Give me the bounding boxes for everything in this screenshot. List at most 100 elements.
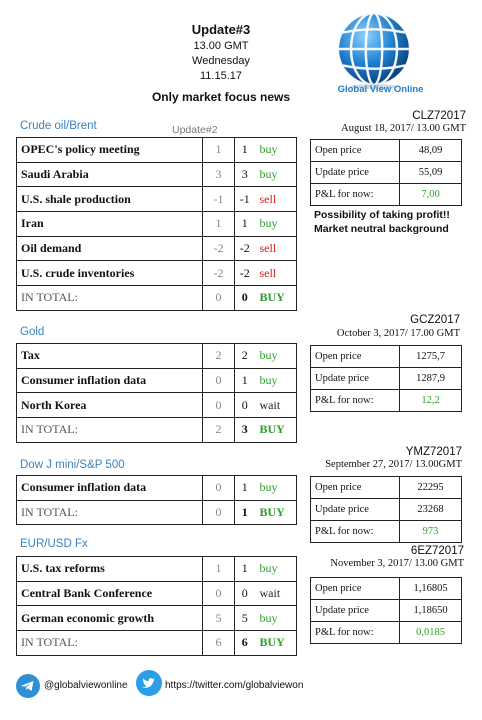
table-row: Update price 23268 [310,498,462,521]
dow-contract-date: September 27, 2017/ 13.00GMT [325,459,462,470]
table-row: German economic growth 5 5 buy [16,605,297,632]
pl-label: P&L for now: [310,389,400,412]
dow-signal-table: Consumer inflation data 0 1 buy IN TOTAL… [16,475,297,526]
dow-contract-code: YMZ72017 [405,446,462,458]
prev-score: 3 [202,161,235,188]
signal: wait [254,392,297,419]
table-row: Open price 1275,7 [310,345,462,368]
table-row: P&L for now: 12,2 [310,389,462,412]
telegram-icon[interactable] [16,674,40,698]
update-time: 13.00 GMT [193,40,249,52]
table-row: Update price 1287,9 [310,367,462,390]
table-row: U.S. crude inventories -2 -2 sell [16,260,297,287]
factor-name: U.S. tax reforms [16,556,203,582]
cur-score: 6 [234,630,255,656]
twitter-url[interactable]: https://twitter.com/globalviewon [165,680,304,691]
signal: BUY [254,417,297,443]
prev-score: 0 [202,475,235,501]
pl-value: 7,00 [399,183,462,206]
table-row: Saudi Arabia 3 3 buy [16,161,297,188]
dow-price-table: Open price 22295 Update price 23268 P&L … [310,476,462,543]
prev-score: 1 [202,137,235,163]
pl-label: P&L for now: [310,621,400,644]
prev-score: 0 [202,392,235,419]
open-price-label: Open price [310,139,400,162]
total-label: IN TOTAL: [16,285,203,311]
eur-section-title: EUR/USD Fx [20,538,88,550]
crude-contract-date: August 18, 2017/ 13.00 GMT [341,123,466,134]
table-row: Consumer inflation data 0 1 buy [16,367,297,394]
signal: BUY [254,499,297,526]
table-row: Consumer inflation data 0 1 buy [16,475,297,501]
crude-contract-code: CLZ72017 [412,110,466,122]
cur-score: 1 [234,137,255,163]
telegram-handle[interactable]: @globalviewonline [44,680,128,691]
signal: buy [254,556,297,582]
page-title: Update#3 [191,22,251,37]
open-price-value: 1275,7 [399,345,462,368]
open-price-label: Open price [310,577,400,600]
cur-score: 1 [234,556,255,582]
crude-price-table: Open price 48,09 Update price 55,09 P&L … [310,139,462,206]
cur-score: 3 [234,417,255,443]
cur-score: 1 [234,475,255,501]
factor-name: Tax [16,343,203,369]
update-price-label: Update price [310,498,400,521]
signal: buy [254,475,297,501]
update2-header: Update#2 [172,124,218,136]
cur-score: 0 [234,392,255,419]
total-row: IN TOTAL: 0 1 BUY [16,499,297,526]
gold-contract-date: October 3, 2017/ 17.00 GMT [336,328,460,339]
signal: sell [254,186,297,213]
focus-subtitle: Only market focus news [151,90,291,104]
prev-score: 0 [202,285,235,311]
cur-score: -2 [234,260,255,287]
profit-note: Possibility of taking profit!! [314,209,450,221]
cur-score: 0 [234,580,255,607]
pl-label: P&L for now: [310,183,400,206]
market-note: Market neutral background [314,223,449,235]
update-price-label: Update price [310,599,400,622]
table-row: U.S. tax reforms 1 1 buy [16,556,297,582]
pl-value: 973 [399,520,462,543]
table-row: P&L for now: 0,0185 [310,621,462,644]
update-price-value: 23268 [399,498,462,521]
factor-name: OPEC's policy meeting [16,137,203,163]
prev-score: -2 [202,235,235,262]
update-price-value: 1,18650 [399,599,462,622]
open-price-value: 1,16805 [399,577,462,600]
prev-score: -1 [202,186,235,213]
eur-signal-table: U.S. tax reforms 1 1 buy Central Bank Co… [16,556,297,656]
table-row: Iran 1 1 buy [16,211,297,237]
cur-score: 2 [234,343,255,369]
open-price-label: Open price [310,345,400,368]
prev-score: 5 [202,605,235,632]
factor-name: Oil demand [16,235,203,262]
prev-score: 0 [202,367,235,394]
prev-score: 6 [202,630,235,656]
factor-name: German economic growth [16,605,203,632]
factor-name: Saudi Arabia [16,161,203,188]
cur-score: 1 [234,211,255,237]
prev-score: 1 [202,556,235,582]
eur-contract-date: November 3, 2017/ 13.00 GMT [330,558,464,569]
table-row: Central Bank Conference 0 0 wait [16,580,297,607]
table-row: OPEC's policy meeting 1 1 buy [16,137,297,163]
factor-name: Central Bank Conference [16,580,203,607]
cur-score: 3 [234,161,255,188]
total-label: IN TOTAL: [16,630,203,656]
prev-score: 0 [202,580,235,607]
table-row: P&L for now: 973 [310,520,462,543]
table-row: Update price 1,18650 [310,599,462,622]
eur-price-table: Open price 1,16805 Update price 1,18650 … [310,577,462,644]
signal: buy [254,605,297,632]
gold-contract-code: GCZ2017 [410,314,460,326]
update-price-value: 55,09 [399,161,462,184]
gold-signal-table: Tax 2 2 buy Consumer inflation data 0 1 … [16,343,297,443]
factor-name: Iran [16,211,203,237]
twitter-icon[interactable] [136,670,162,696]
open-price-label: Open price [310,476,400,499]
crude-section-title: Crude oil/Brent [20,120,97,132]
table-row: Open price 48,09 [310,139,462,162]
total-row: IN TOTAL: 0 0 BUY [16,285,297,311]
